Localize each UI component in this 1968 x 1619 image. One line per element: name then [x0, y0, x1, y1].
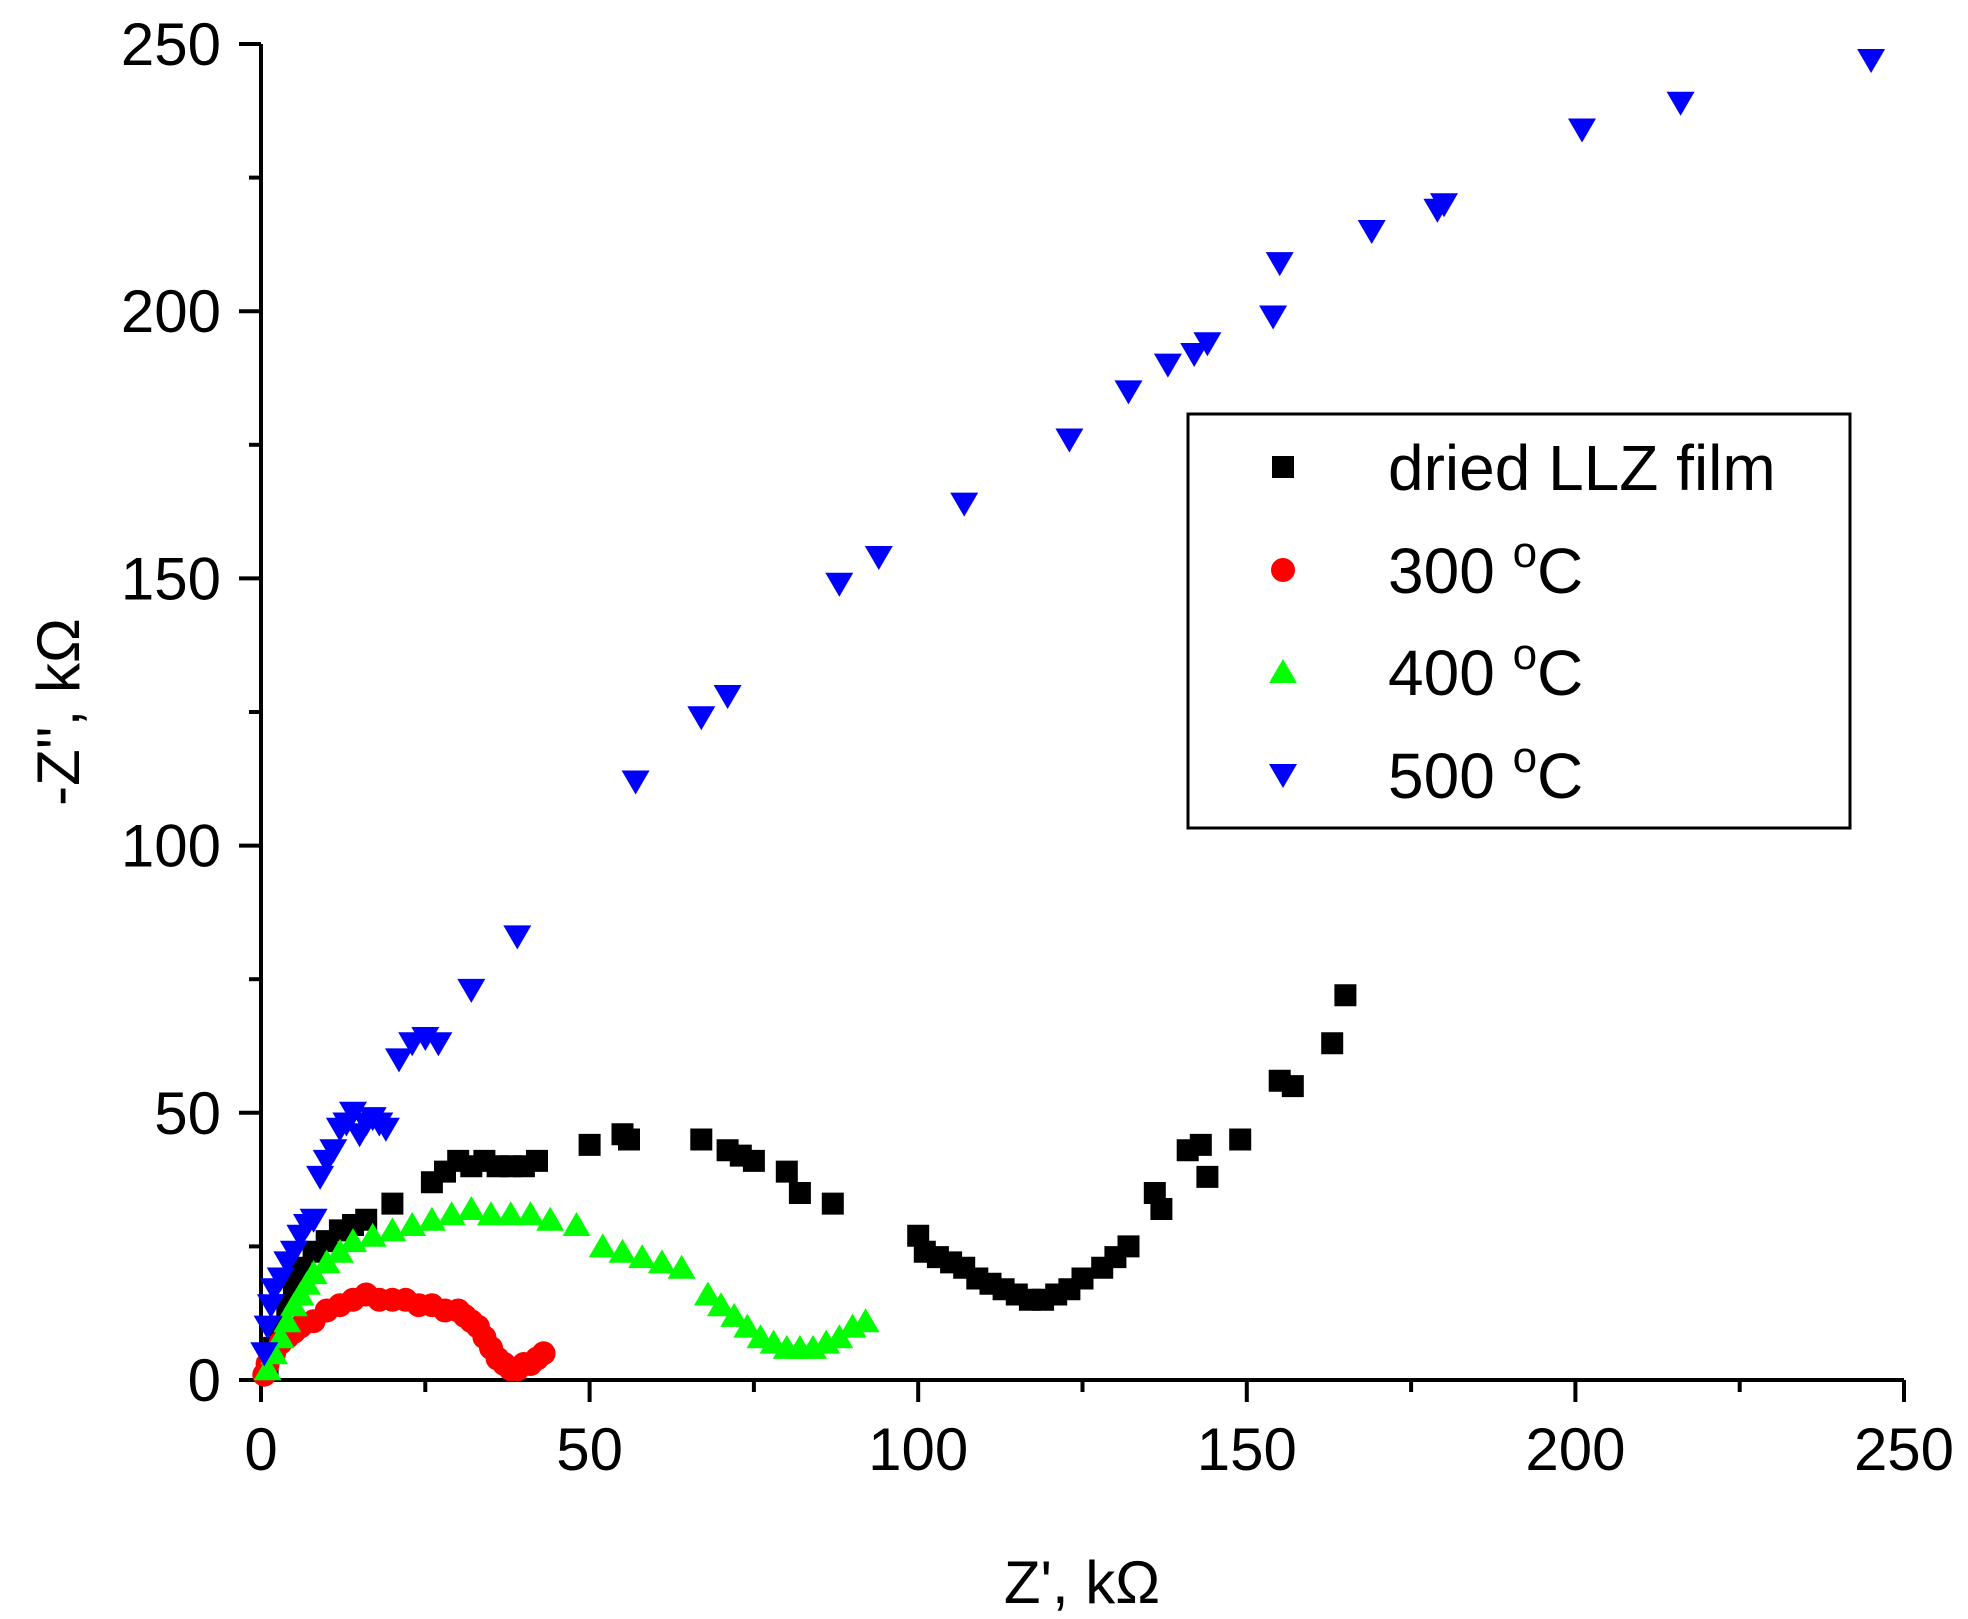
data-point — [526, 1149, 548, 1172]
x-tick-label: 150 — [1197, 1416, 1297, 1483]
data-point — [618, 1128, 640, 1151]
data-point — [1357, 220, 1386, 244]
data-point — [1568, 118, 1596, 143]
data-point — [1150, 1198, 1173, 1220]
legend-marker — [1271, 558, 1295, 582]
data-point — [1153, 353, 1182, 378]
y-tick-label: 150 — [121, 545, 221, 612]
data-point — [825, 572, 854, 597]
y-tick-label: 250 — [121, 11, 221, 78]
y-tick-label: 100 — [121, 813, 221, 880]
data-point — [1334, 984, 1357, 1007]
x-tick-label: 250 — [1854, 1416, 1954, 1483]
y-tick-label: 50 — [154, 1080, 221, 1147]
data-point — [1071, 1267, 1094, 1290]
data-point — [1321, 1032, 1344, 1055]
y-tick-label: 200 — [121, 278, 221, 345]
data-point — [1196, 1165, 1219, 1188]
y-axis-ticks: 0 50 100 150 200 250 — [121, 11, 261, 1414]
y-tick-label: 0 — [188, 1347, 221, 1414]
data-point — [381, 1192, 404, 1215]
legend-label: 300 oC — [1388, 528, 1583, 607]
data-point — [588, 1233, 617, 1258]
data-point — [821, 1192, 844, 1215]
x-tick-label: 200 — [1525, 1416, 1625, 1483]
data-point — [562, 1212, 591, 1236]
data-point — [1265, 252, 1294, 277]
x-tick-label: 0 — [244, 1416, 277, 1483]
data-point — [1189, 1133, 1212, 1156]
x-axis-ticks: 0 50 100 150 200 250 — [244, 1380, 1954, 1483]
data-point — [690, 1128, 713, 1151]
legend-label: dried LLZ film — [1388, 432, 1776, 504]
data-point — [621, 770, 650, 795]
legend-label: 400 oC — [1388, 630, 1583, 709]
data-point — [457, 1196, 486, 1220]
data-point — [1281, 1075, 1304, 1098]
data-point — [742, 1149, 765, 1172]
legend-label: 500 oC — [1388, 733, 1583, 812]
data-point — [457, 978, 486, 1003]
data-point — [1055, 428, 1084, 453]
data-point — [1114, 380, 1143, 405]
legend-marker — [1272, 456, 1294, 478]
plot-area: 0 50 100 150 200 250 0 50 100 150 200 250 — [121, 11, 1954, 1483]
x-tick-label: 50 — [556, 1416, 623, 1483]
data-point — [531, 1341, 556, 1366]
data-point — [687, 706, 716, 731]
data-point — [516, 1201, 545, 1226]
x-axis-title: Z', kΩ — [1004, 1549, 1160, 1616]
data-point — [1666, 91, 1695, 116]
data-point — [713, 685, 742, 709]
data-point — [775, 1160, 798, 1183]
data-point — [385, 1048, 413, 1073]
data-point — [578, 1133, 601, 1156]
data-point — [1259, 305, 1288, 330]
x-tick-label: 100 — [868, 1416, 968, 1483]
data-point — [503, 925, 532, 950]
data-point — [1229, 1128, 1252, 1151]
data-point — [864, 546, 893, 570]
y-axis-title: -Z'', kΩ — [25, 618, 92, 806]
data-point — [306, 1165, 335, 1190]
legend-box — [1186, 412, 1852, 830]
data-point — [1117, 1235, 1140, 1258]
data-point — [950, 492, 979, 517]
data-point — [788, 1182, 811, 1204]
data-point — [1857, 49, 1886, 73]
legend: dried LLZ film 300 oC 400 oC 500 oC — [1186, 412, 1852, 830]
